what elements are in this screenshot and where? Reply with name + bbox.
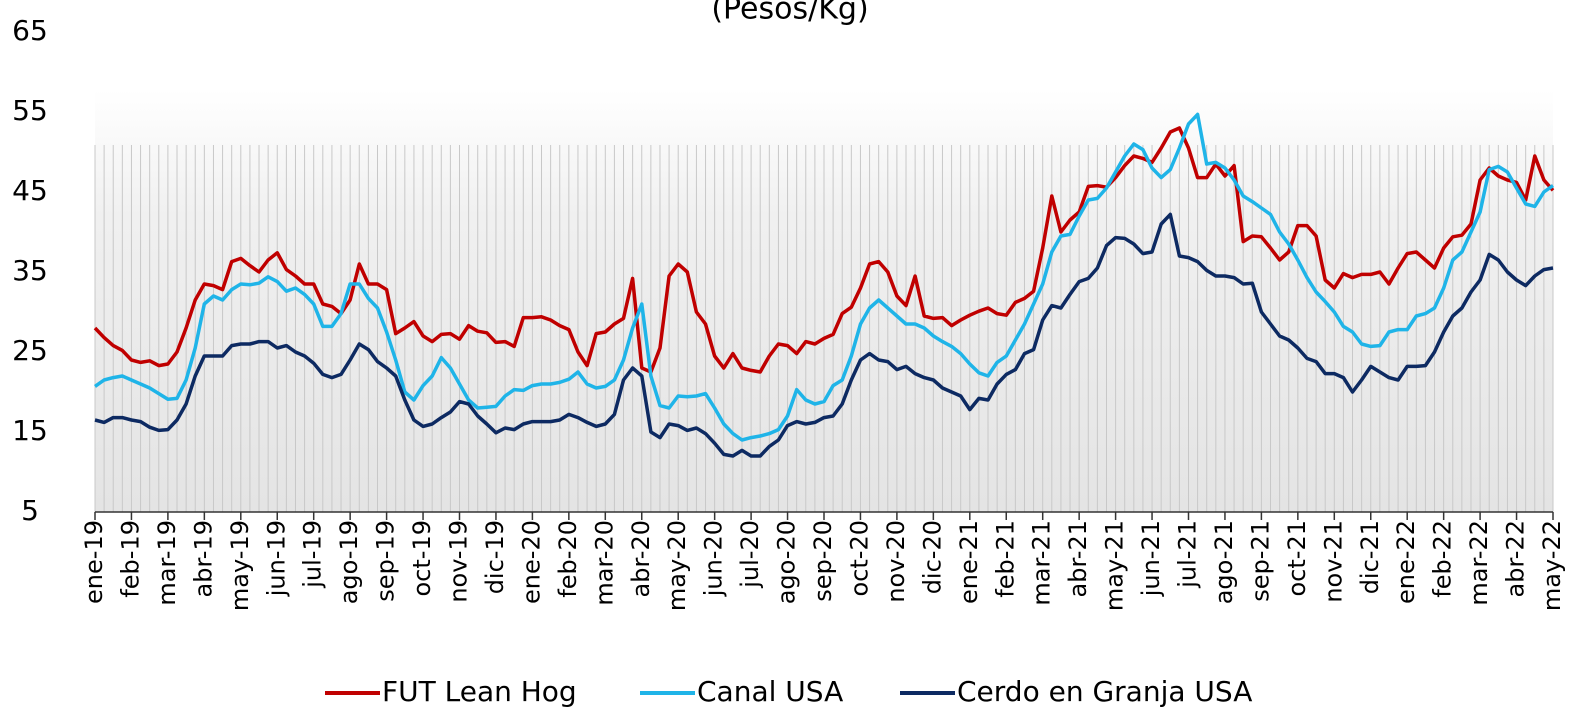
x-tick-label: mar-22 bbox=[1465, 520, 1493, 606]
legend-label: Canal USA bbox=[697, 675, 843, 708]
x-tick-label: jul-21 bbox=[1174, 520, 1202, 589]
y-tick-label: 65 bbox=[12, 14, 48, 47]
x-tick-label: jul-20 bbox=[736, 520, 764, 589]
legend-label: FUT Lean Hog bbox=[382, 675, 577, 708]
y-tick-label: 35 bbox=[12, 254, 48, 287]
x-tick-label: ene-21 bbox=[955, 520, 983, 604]
x-tick-label: abr-20 bbox=[627, 520, 655, 597]
series-line bbox=[94, 212, 1554, 458]
series-line bbox=[93, 112, 1555, 442]
x-tick-label: may-20 bbox=[663, 520, 691, 611]
x-tick-label: may-21 bbox=[1101, 520, 1129, 611]
y-tick-label: 5 bbox=[21, 494, 39, 527]
x-tick-label: sep-21 bbox=[1246, 520, 1274, 602]
x-tick-label: mar-19 bbox=[153, 520, 181, 606]
x-tick-label: may-22 bbox=[1538, 520, 1566, 611]
x-tick-label: oct-21 bbox=[1283, 520, 1311, 597]
x-tick-label: jun-21 bbox=[1137, 520, 1165, 597]
x-tick-label: jun-19 bbox=[262, 520, 290, 597]
x-tick-label: nov-19 bbox=[445, 520, 473, 603]
x-tick-label: abr-19 bbox=[189, 520, 217, 597]
x-tick-label: feb-19 bbox=[116, 520, 144, 598]
x-tick-label: jul-19 bbox=[299, 520, 327, 589]
x-tick-label: jun-20 bbox=[700, 520, 728, 597]
x-tick-label: feb-20 bbox=[554, 520, 582, 598]
x-tick-label: ene-20 bbox=[517, 520, 545, 604]
y-tick-label: 15 bbox=[12, 414, 48, 447]
x-tick-label: ene-22 bbox=[1392, 520, 1420, 604]
x-tick-label: dic-19 bbox=[481, 520, 509, 594]
legend-label: Cerdo en Granja USA bbox=[957, 675, 1252, 708]
x-tick-label: may-19 bbox=[226, 520, 254, 611]
x-tick-label: mar-21 bbox=[1028, 520, 1056, 606]
x-tick-label: nov-21 bbox=[1319, 520, 1347, 603]
x-tick-label: ago-20 bbox=[773, 520, 801, 604]
series-line bbox=[93, 126, 1555, 374]
x-tick-label: feb-22 bbox=[1429, 520, 1457, 598]
x-tick-label: feb-21 bbox=[991, 520, 1019, 598]
x-tick-label: abr-21 bbox=[1064, 520, 1092, 597]
hatching bbox=[94, 145, 1554, 512]
x-tick-label: nov-20 bbox=[882, 520, 910, 603]
x-tick-label: ago-19 bbox=[335, 520, 363, 604]
x-tick-label: mar-20 bbox=[590, 520, 618, 606]
y-tick-label: 55 bbox=[12, 94, 48, 127]
x-tick-label: abr-22 bbox=[1502, 520, 1530, 597]
x-tick-label: oct-19 bbox=[408, 520, 436, 597]
y-tick-label: 45 bbox=[12, 174, 48, 207]
x-tick-label: ago-21 bbox=[1210, 520, 1238, 604]
x-tick-label: sep-19 bbox=[372, 520, 400, 602]
chart-subtitle: (Pesos/Kg) bbox=[711, 0, 868, 27]
y-tick-label: 25 bbox=[12, 334, 48, 367]
x-tick-label: oct-20 bbox=[845, 520, 873, 597]
x-tick-label: sep-20 bbox=[809, 520, 837, 602]
x-tick-label: ene-19 bbox=[80, 520, 108, 604]
x-tick-label: dic-20 bbox=[918, 520, 946, 594]
x-tick-label: dic-21 bbox=[1356, 520, 1384, 594]
